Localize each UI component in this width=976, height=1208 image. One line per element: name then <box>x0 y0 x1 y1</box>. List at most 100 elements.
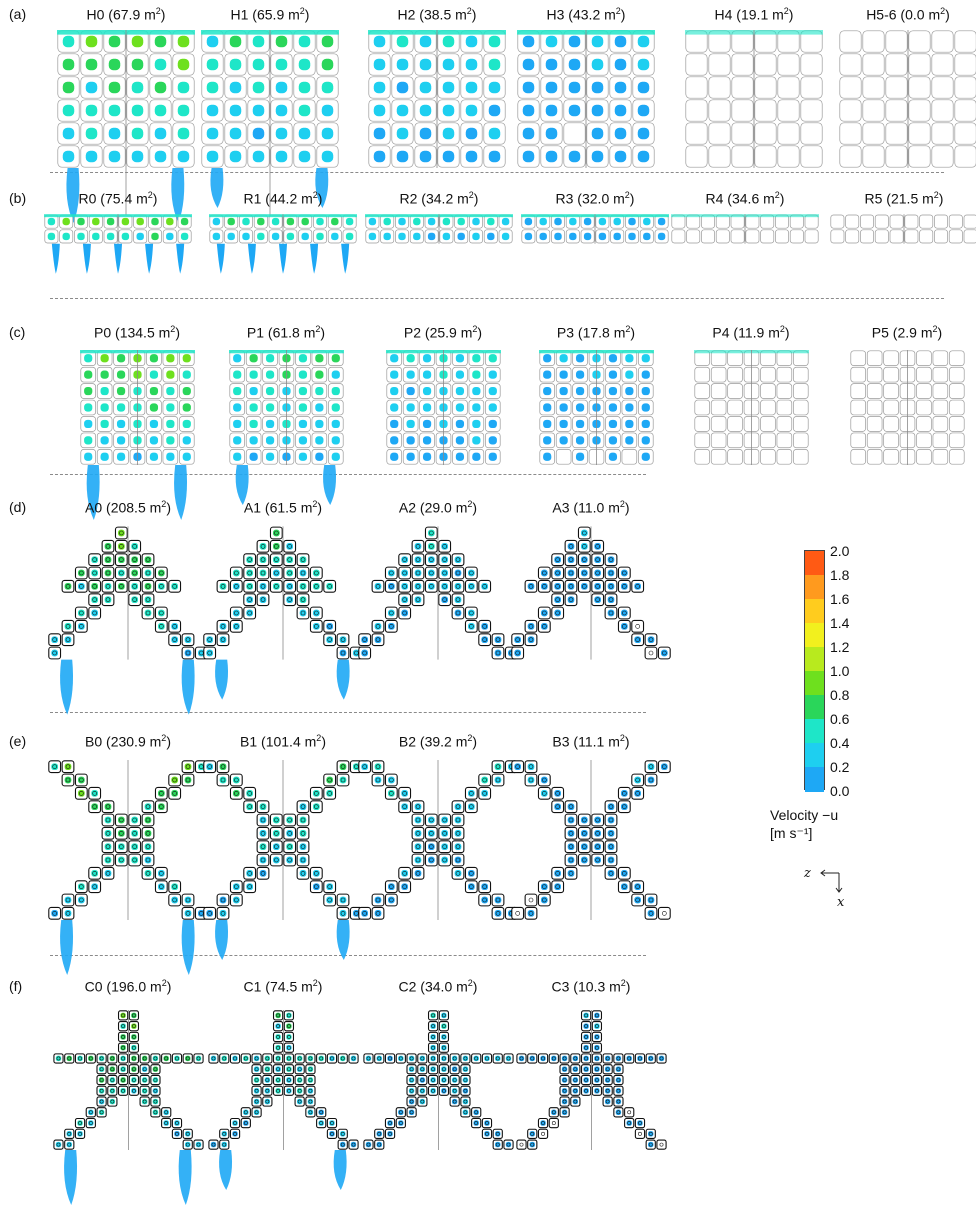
cell-ring <box>314 624 319 629</box>
panel-title: A2 (29.0 m2) <box>398 499 478 516</box>
cell-ring <box>340 637 346 642</box>
unit-cell <box>948 416 965 432</box>
colorbar-tick-label: 1.4 <box>830 615 850 631</box>
velocity-blob <box>422 419 431 429</box>
velocity-blob <box>401 790 408 797</box>
cell-ring <box>308 1110 312 1115</box>
velocity-blob <box>419 81 432 94</box>
cell-ring <box>637 1131 642 1136</box>
velocity-blob <box>554 583 561 590</box>
cell-ring <box>648 777 654 783</box>
unit-cell <box>839 122 862 145</box>
velocity-blob <box>501 232 510 241</box>
unit-cell <box>710 449 726 465</box>
cell-ring <box>52 637 57 642</box>
velocity-blob <box>488 386 497 396</box>
velocity-blob <box>661 763 668 770</box>
velocity-blob <box>118 843 125 850</box>
velocity-blob <box>100 419 109 429</box>
velocity-blob <box>401 569 408 577</box>
unit-cell <box>708 76 731 99</box>
velocity-blob <box>314 354 323 363</box>
velocity-blob <box>78 896 85 904</box>
cell-ring <box>622 871 627 876</box>
cell-ring <box>265 1067 269 1072</box>
cell-ring <box>398 1121 403 1125</box>
unit-cell <box>524 893 538 907</box>
wake-plume <box>181 920 195 975</box>
unit-cell <box>882 449 899 465</box>
velocity-blob <box>144 870 152 877</box>
cell-ring <box>582 570 587 576</box>
velocity-blob <box>554 870 561 877</box>
cell-ring <box>529 1056 534 1061</box>
velocity-blob <box>488 58 501 71</box>
cell-ring <box>92 791 97 796</box>
cell-ring <box>389 897 394 903</box>
cell-ring <box>387 1131 392 1136</box>
velocity-blob <box>259 569 267 577</box>
velocity-blob <box>373 58 386 71</box>
velocity-blob <box>265 436 274 445</box>
velocity-blob <box>232 370 241 379</box>
velocity-blob <box>621 803 628 810</box>
cell-ring <box>469 804 474 809</box>
velocity-blob <box>647 910 655 917</box>
velocity-blob <box>628 217 636 226</box>
unit-cell <box>948 399 965 416</box>
cell-ring <box>327 897 332 903</box>
canopy-panel-b3 <box>511 760 671 920</box>
wake-plume <box>82 243 91 274</box>
cell-ring <box>65 777 71 783</box>
velocity-blob <box>465 150 478 163</box>
cell-ring <box>583 1056 588 1061</box>
velocity-blob <box>326 636 333 643</box>
velocity-blob <box>637 35 650 48</box>
velocity-blob <box>591 35 604 48</box>
cell-ring <box>159 610 164 616</box>
cell-ring <box>274 570 279 576</box>
velocity-blob <box>368 232 377 241</box>
velocity-blob <box>108 35 121 48</box>
cell-ring <box>375 897 381 903</box>
velocity-blob <box>206 58 219 71</box>
velocity-blob <box>313 790 320 797</box>
wake-plume <box>247 243 256 274</box>
velocity-blob <box>389 386 398 396</box>
velocity-blob <box>232 403 241 412</box>
velocity-blob <box>131 127 144 140</box>
cell-ring <box>327 777 332 783</box>
velocity-blob <box>481 790 488 797</box>
velocity-blob <box>286 843 293 850</box>
cell-ring <box>582 530 587 536</box>
velocity-blob <box>468 583 475 590</box>
velocity-blob <box>165 403 174 412</box>
unit-cell <box>775 229 789 244</box>
canopy-panel-p0 <box>79 350 195 520</box>
cell-ring <box>583 1024 588 1029</box>
velocity-blob <box>541 609 548 617</box>
panel-title: P0 (134.5 m2) <box>94 324 180 341</box>
cell-ring <box>473 1110 478 1115</box>
cell-ring <box>232 1056 237 1061</box>
velocity-blob <box>567 569 575 577</box>
velocity-blob <box>554 217 562 226</box>
velocity-blob <box>441 583 448 590</box>
cell-ring <box>92 871 97 876</box>
unit-cell <box>792 449 809 465</box>
panel-title: R0 (75.4 m2) <box>78 190 158 207</box>
unit-cell <box>792 366 809 383</box>
cell-ring <box>608 817 614 823</box>
velocity-blob <box>144 803 152 810</box>
velocity-blob <box>428 856 435 864</box>
cell-ring <box>185 764 191 769</box>
velocity-blob <box>545 35 558 48</box>
velocity-blob <box>422 403 431 412</box>
velocity-blob <box>275 35 288 48</box>
velocity-blob <box>331 386 340 396</box>
unit-cell <box>908 99 931 122</box>
velocity-blob <box>184 763 192 770</box>
unit-cell <box>860 214 874 229</box>
cell-ring <box>616 1067 620 1072</box>
cell-ring <box>402 610 407 616</box>
